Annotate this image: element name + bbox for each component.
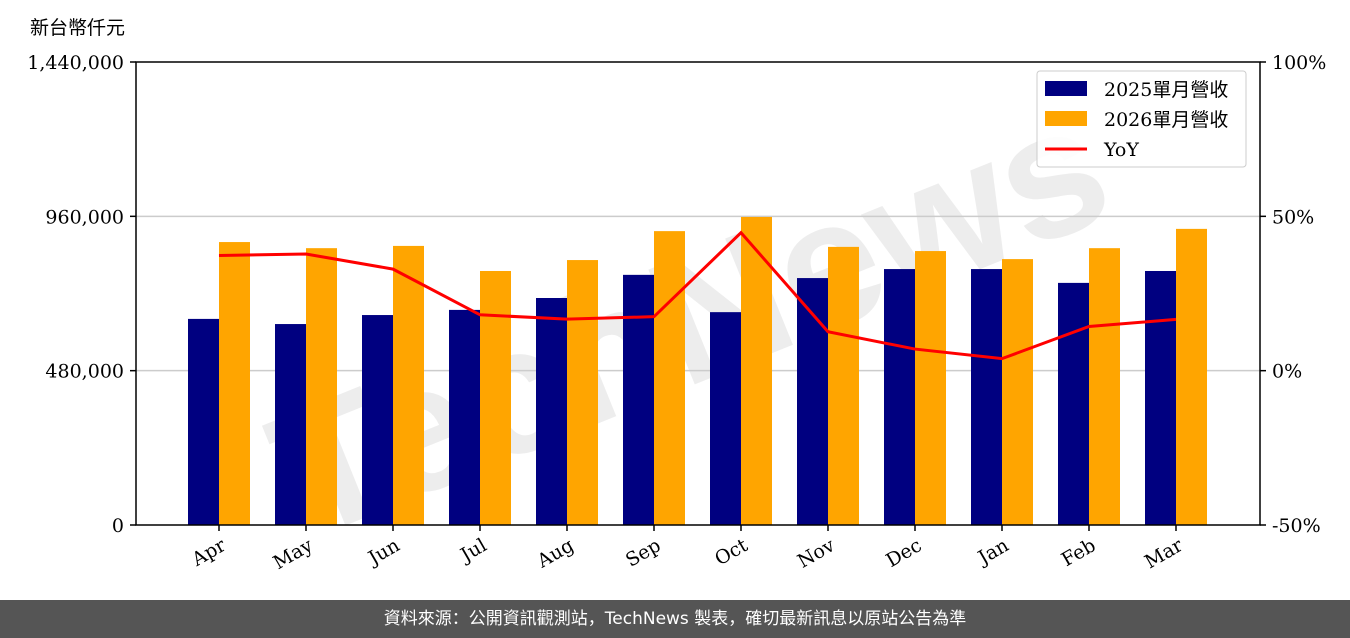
bar-jun-1 [393,245,424,526]
x-tick-label: Nov [794,534,839,573]
y-tick-label: 960,000 [45,206,124,228]
bar-jan-1 [1002,259,1033,525]
bar-sep-1 [654,231,685,526]
bar-may-1 [306,248,337,525]
bar-feb-0 [1058,282,1089,525]
x-tick-label: Sep [622,534,665,571]
x-tick-label: Aug [533,534,578,573]
y-tick-label: 0 [112,515,124,537]
x-tick-label: Apr [187,534,230,571]
bar-oct-0 [710,312,741,525]
bar-jul-1 [480,270,511,525]
y-axis-label: 新台幣仟元 [30,17,125,39]
legend-label: 2026單月營收 [1104,109,1228,131]
y-tick-label: 480,000 [45,361,124,383]
legend-swatch [1045,81,1087,96]
bar-oct-1 [741,216,772,526]
x-tick-label: Dec [882,534,925,572]
legend-label: 2025單月營收 [1104,79,1228,101]
bar-apr-0 [188,318,219,525]
x-tick-label: Feb [1058,534,1100,571]
bar-nov-0 [797,278,828,525]
bar-dec-0 [884,269,915,525]
plot-frame [135,61,1261,526]
bar-mar-0 [1145,270,1176,525]
bar-jan-0 [971,269,1002,525]
revenue-chart: TechNews0480,000960,0001,440,000-50%0%50… [27,17,1326,577]
legend-swatch [1045,111,1087,126]
bar-jul-0 [449,309,480,525]
x-tick-label: Oct [711,534,752,570]
bar-mar-1 [1176,228,1207,525]
legend-label: YoY [1103,139,1139,161]
y-tick-label: 1,440,000 [27,52,124,74]
bar-aug-0 [536,298,567,525]
bar-jun-0 [362,315,393,525]
bar-sep-0 [623,274,654,525]
y2-tick-label: 100% [1272,52,1326,74]
y2-tick-label: 50% [1272,206,1314,228]
bar-feb-1 [1089,248,1120,525]
x-tick-label: Jan [973,534,1013,570]
legend [1036,70,1247,168]
bar-aug-1 [567,260,598,525]
source-footer: 資料來源：公開資訊觀測站，TechNews 製表，確切最新訊息以原站公告為準 [0,600,1350,638]
bar-apr-1 [219,242,250,526]
bar-dec-1 [915,251,946,525]
y2-tick-label: -50% [1272,515,1321,537]
x-tick-label: Jul [455,534,490,567]
bar-may-0 [275,324,306,525]
yoy-line [218,230,1177,361]
x-tick-label: Mar [1141,534,1187,573]
bar-nov-1 [828,246,859,525]
y2-tick-label: 0% [1272,361,1302,383]
